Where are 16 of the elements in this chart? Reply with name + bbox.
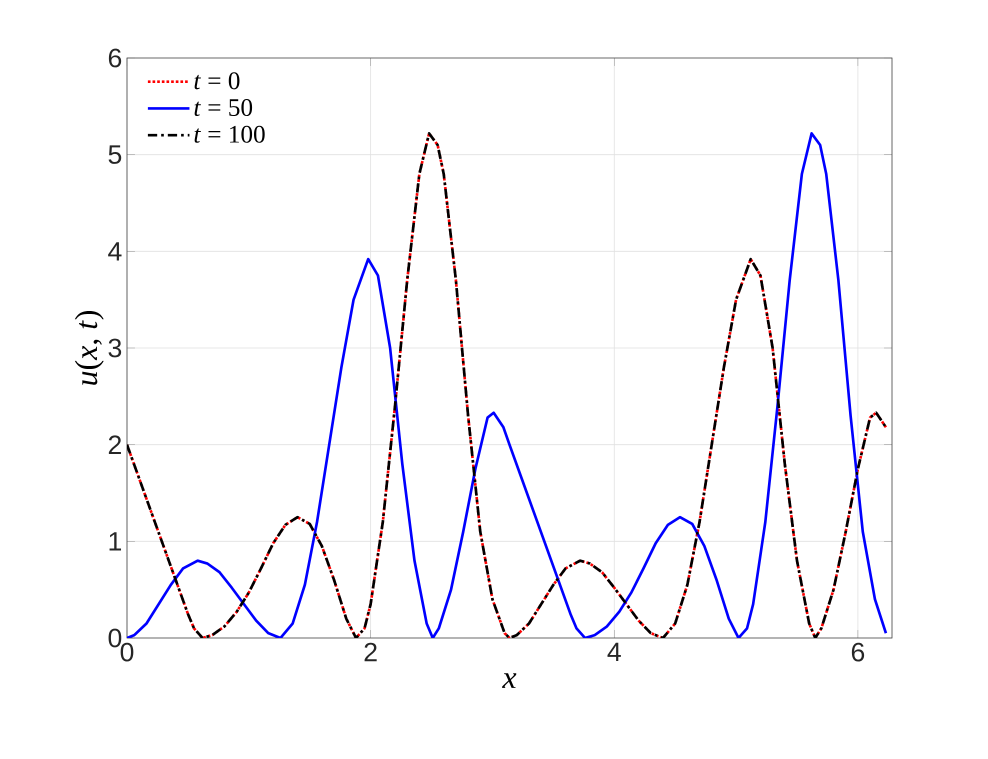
y-tick-label: 0: [108, 628, 122, 648]
x-tick-label: 6: [852, 642, 864, 662]
y-tick-label: 5: [108, 145, 122, 164]
legend-label: t = 0: [194, 72, 240, 90]
y-tick-label: 1: [110, 532, 122, 550]
legend-label: t = 50: [194, 99, 252, 116]
x-tick-label: 2: [364, 642, 377, 662]
x-tick-label: 4: [607, 642, 621, 661]
y-tick-label: 2: [108, 435, 121, 454]
legend-label: t = 100: [194, 126, 265, 143]
y-axis-title: u(x, t): [74, 311, 104, 385]
x-tick-label: 0: [120, 642, 134, 662]
x-axis-title: x: [502, 673, 516, 688]
y-tick-label: 3: [108, 338, 122, 358]
y-tick-label: 6: [108, 48, 122, 68]
y-tick-label: 4: [108, 242, 122, 260]
